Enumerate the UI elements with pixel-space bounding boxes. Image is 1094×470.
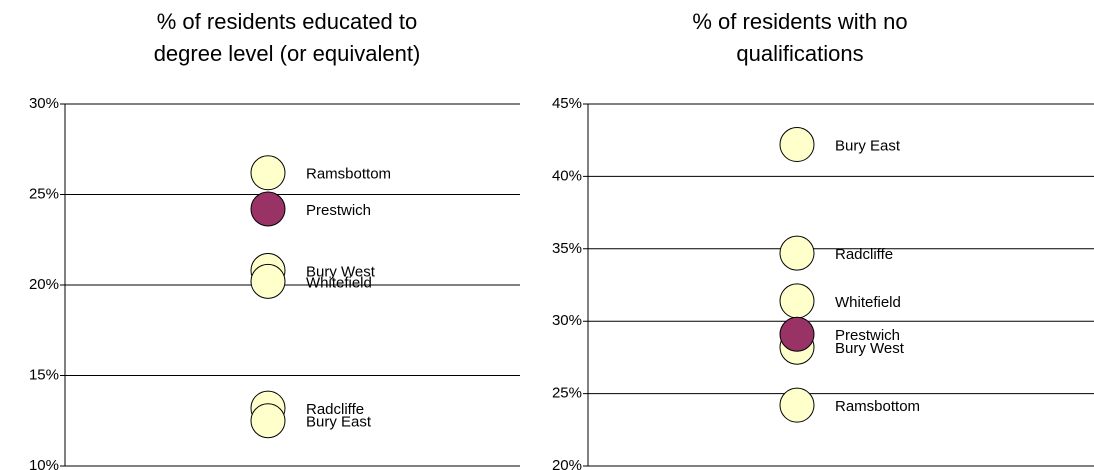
y-tick-label: 25% <box>29 185 59 202</box>
point-label: Whitefield <box>306 274 372 291</box>
point-label: Ramsbottom <box>306 166 391 183</box>
y-tick-label: 25% <box>552 385 582 402</box>
y-tick-label: 10% <box>29 457 59 470</box>
point <box>250 191 286 227</box>
point-label: Bury West <box>306 263 376 280</box>
y-tick-label: 30% <box>552 312 582 329</box>
y-tick-label: 30% <box>29 95 59 112</box>
point-label: Bury East <box>306 414 372 431</box>
point-label: Radcliffe <box>306 401 364 418</box>
point <box>779 235 815 271</box>
y-tick-label: 20% <box>552 457 582 470</box>
point-label: Prestwich <box>306 202 371 219</box>
y-tick-label: 20% <box>29 276 59 293</box>
point-label: Radcliffe <box>835 246 893 263</box>
point <box>779 316 815 352</box>
point <box>779 387 815 423</box>
point-label: Bury West <box>835 340 905 357</box>
point <box>250 155 286 191</box>
y-tick-label: 35% <box>552 240 582 257</box>
point <box>779 283 815 319</box>
y-tick-label: 15% <box>29 366 59 383</box>
y-tick-label: 45% <box>552 95 582 112</box>
point <box>250 263 286 299</box>
point-label: Ramsbottom <box>835 398 920 415</box>
point-label: Whitefield <box>835 294 901 311</box>
chart-title: % of residents educated to degree level (… <box>154 9 421 66</box>
point <box>779 127 815 163</box>
point <box>250 403 286 439</box>
point-label: Bury East <box>835 138 901 155</box>
chart-title: % of residents with no qualifications <box>692 9 907 66</box>
chart: % of residents with no qualifications 20% 2… <box>552 9 1094 470</box>
y-tick-label: 40% <box>552 167 582 184</box>
chart: % of residents educated to degree level (… <box>29 9 520 470</box>
point-label: Prestwich <box>835 327 900 344</box>
